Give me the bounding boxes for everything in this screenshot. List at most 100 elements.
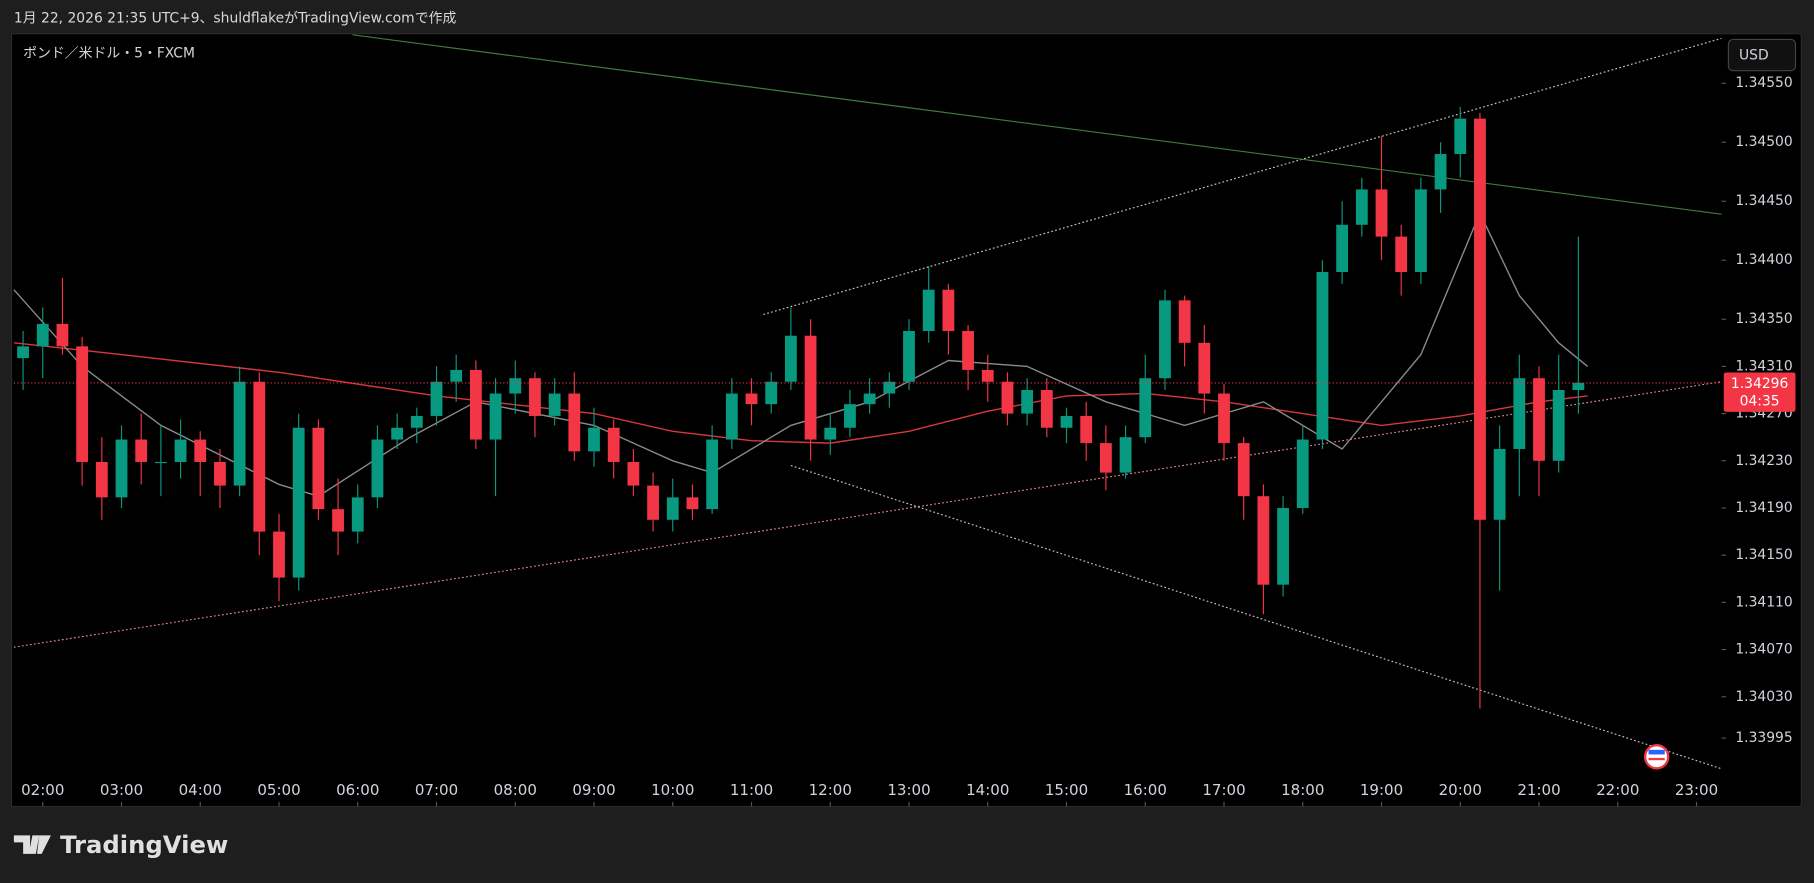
candle-body [1001, 381, 1014, 414]
y-tick-label: 1.34350 [1735, 311, 1792, 327]
x-tick-label: 10:00 [651, 781, 694, 799]
x-tick-label: 22:00 [1596, 781, 1639, 799]
candle-body [1060, 415, 1073, 428]
trend-line [13, 381, 1722, 648]
x-tick-label: 16:00 [1124, 781, 1167, 799]
currency-button[interactable] [1727, 38, 1797, 72]
candle-body [804, 335, 817, 440]
candle-body [214, 461, 226, 486]
candle-body [1414, 189, 1427, 273]
y-tick-label: 1.34030 [1735, 689, 1792, 705]
candle-body [1080, 415, 1093, 444]
candle-body [1572, 382, 1585, 390]
y-tick-label: 1.33995 [1735, 730, 1792, 746]
x-tick-label: 06:00 [336, 781, 379, 799]
x-tick-label: 21:00 [1517, 781, 1560, 799]
chart-panel [10, 33, 1802, 808]
candle-body [1218, 393, 1230, 444]
y-tick-label: 1.34190 [1735, 500, 1792, 516]
y-tick-label: 1.34310 [1735, 358, 1792, 374]
candle-body [1395, 236, 1408, 273]
candle-body [844, 404, 856, 428]
candle-body [1277, 507, 1289, 585]
candle-body [883, 381, 896, 394]
candle-body [450, 369, 463, 382]
x-tick-label: 23:00 [1675, 781, 1718, 799]
candle-body [962, 331, 974, 370]
candle-body [1375, 189, 1388, 237]
event-flag-stripe [1648, 757, 1665, 761]
candle-body [1237, 443, 1250, 497]
candle-body [824, 427, 837, 440]
x-tick-label: 13:00 [887, 781, 930, 799]
candle-body [391, 427, 404, 440]
y-tick-label: 1.34230 [1735, 453, 1792, 469]
candle-body [1040, 389, 1053, 428]
candle-body [588, 427, 600, 452]
candle-body [292, 427, 305, 578]
candle-body [1178, 300, 1191, 343]
event-flag[interactable] [1643, 744, 1670, 770]
candle-body [548, 393, 561, 416]
candle-body [489, 393, 502, 440]
x-tick-label: 17:00 [1202, 781, 1245, 799]
x-tick-label: 14:00 [966, 781, 1009, 799]
x-tick-label: 18:00 [1281, 781, 1324, 799]
y-tick-label: 1.34500 [1735, 134, 1792, 150]
y-tick-label: 1.34110 [1735, 594, 1792, 610]
x-tick-label: 08:00 [494, 781, 537, 799]
candle-body [17, 346, 29, 359]
candle-body [1454, 118, 1467, 155]
candle-body [194, 439, 207, 462]
candle-body [1355, 189, 1368, 225]
candle-body [36, 323, 49, 347]
candle-body [371, 439, 384, 498]
candle-body [115, 439, 128, 498]
candle-body [1533, 378, 1545, 461]
y-tick-label: 1.34550 [1735, 75, 1792, 91]
x-tick-label: 05:00 [257, 781, 300, 799]
candle-body [706, 439, 719, 510]
brand-name: TradingView [60, 830, 228, 859]
candle-body [784, 335, 797, 382]
candle-body [76, 346, 89, 462]
candle-body [1159, 300, 1171, 379]
x-tick-label: 03:00 [100, 781, 143, 799]
countdown-label: 04:35 [1740, 393, 1780, 409]
candle-body [1316, 272, 1329, 440]
candle-body [1296, 439, 1309, 508]
y-tick-label: 1.34450 [1735, 193, 1792, 209]
candle-body [745, 393, 758, 405]
candle-body [233, 381, 246, 486]
candle-body [410, 415, 423, 428]
candle-body [1336, 224, 1349, 273]
candle-body [312, 427, 325, 510]
x-tick-label: 11:00 [730, 781, 773, 799]
candle-body [351, 497, 364, 532]
candle-body [529, 378, 541, 416]
x-tick-label: 02:00 [21, 781, 64, 799]
last-price-box [1723, 372, 1796, 412]
candle-body [863, 393, 876, 405]
plot: 1.34550 1.34500 1.34450 1.34400 1.34350 1.343… [13, 34, 1796, 807]
candle-body [903, 331, 915, 382]
moving-average [13, 342, 1588, 444]
y-tick-label: 1.34070 [1735, 642, 1792, 658]
candle-body [430, 381, 443, 416]
logo: TradingView [13, 830, 228, 859]
y-tick-label: 1.34150 [1735, 547, 1792, 563]
candle-body [942, 289, 955, 332]
x-tick-label: 15:00 [1045, 781, 1088, 799]
candle-body [666, 497, 679, 520]
candle-body [1139, 378, 1152, 438]
last-price-label: 1.34296 [1731, 376, 1788, 392]
candle-body [981, 369, 994, 382]
candle-body [135, 439, 148, 462]
x-tick-label: 20:00 [1439, 781, 1482, 799]
candle-body [627, 461, 640, 486]
header-caption: 1月 22, 2026 21:35 UTC+9、shuldflakeがTradi… [14, 11, 457, 27]
candle-body [568, 393, 581, 452]
event-flag-canton [1648, 749, 1665, 755]
symbol-title: ポンド／米ドル・5・FXCM [23, 45, 195, 61]
